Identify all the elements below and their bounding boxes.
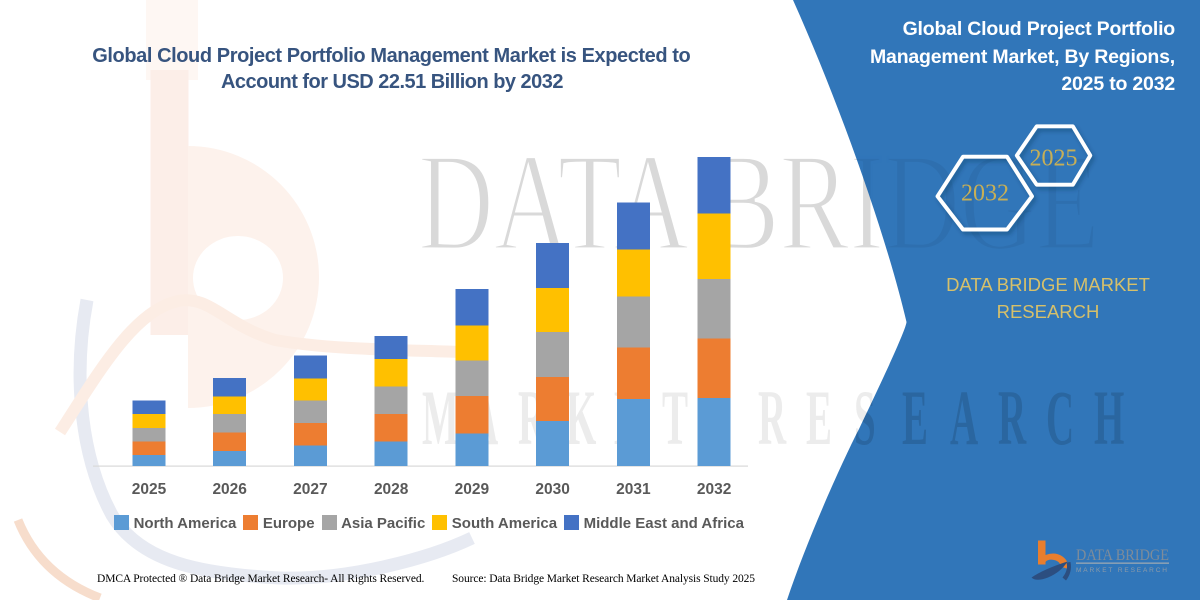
svg-text:A: A xyxy=(950,376,978,462)
svg-text:2025: 2025 xyxy=(1030,146,1078,172)
svg-text:C: C xyxy=(1046,376,1074,462)
svg-text:H: H xyxy=(1094,376,1124,462)
svg-text:2032: 2032 xyxy=(961,181,1009,207)
svg-text:T: T xyxy=(662,376,688,462)
svg-text:MARKET RESEARCH: MARKET RESEARCH xyxy=(1076,567,1169,574)
svg-text:M: M xyxy=(422,376,459,462)
svg-text:DATA BRIDGE: DATA BRIDGE xyxy=(1076,547,1169,564)
svg-text:R: R xyxy=(998,376,1027,462)
svg-text:E: E xyxy=(806,376,832,462)
svg-text:R: R xyxy=(758,376,787,462)
svg-text:K: K xyxy=(566,376,596,462)
svg-text:E: E xyxy=(902,376,928,462)
